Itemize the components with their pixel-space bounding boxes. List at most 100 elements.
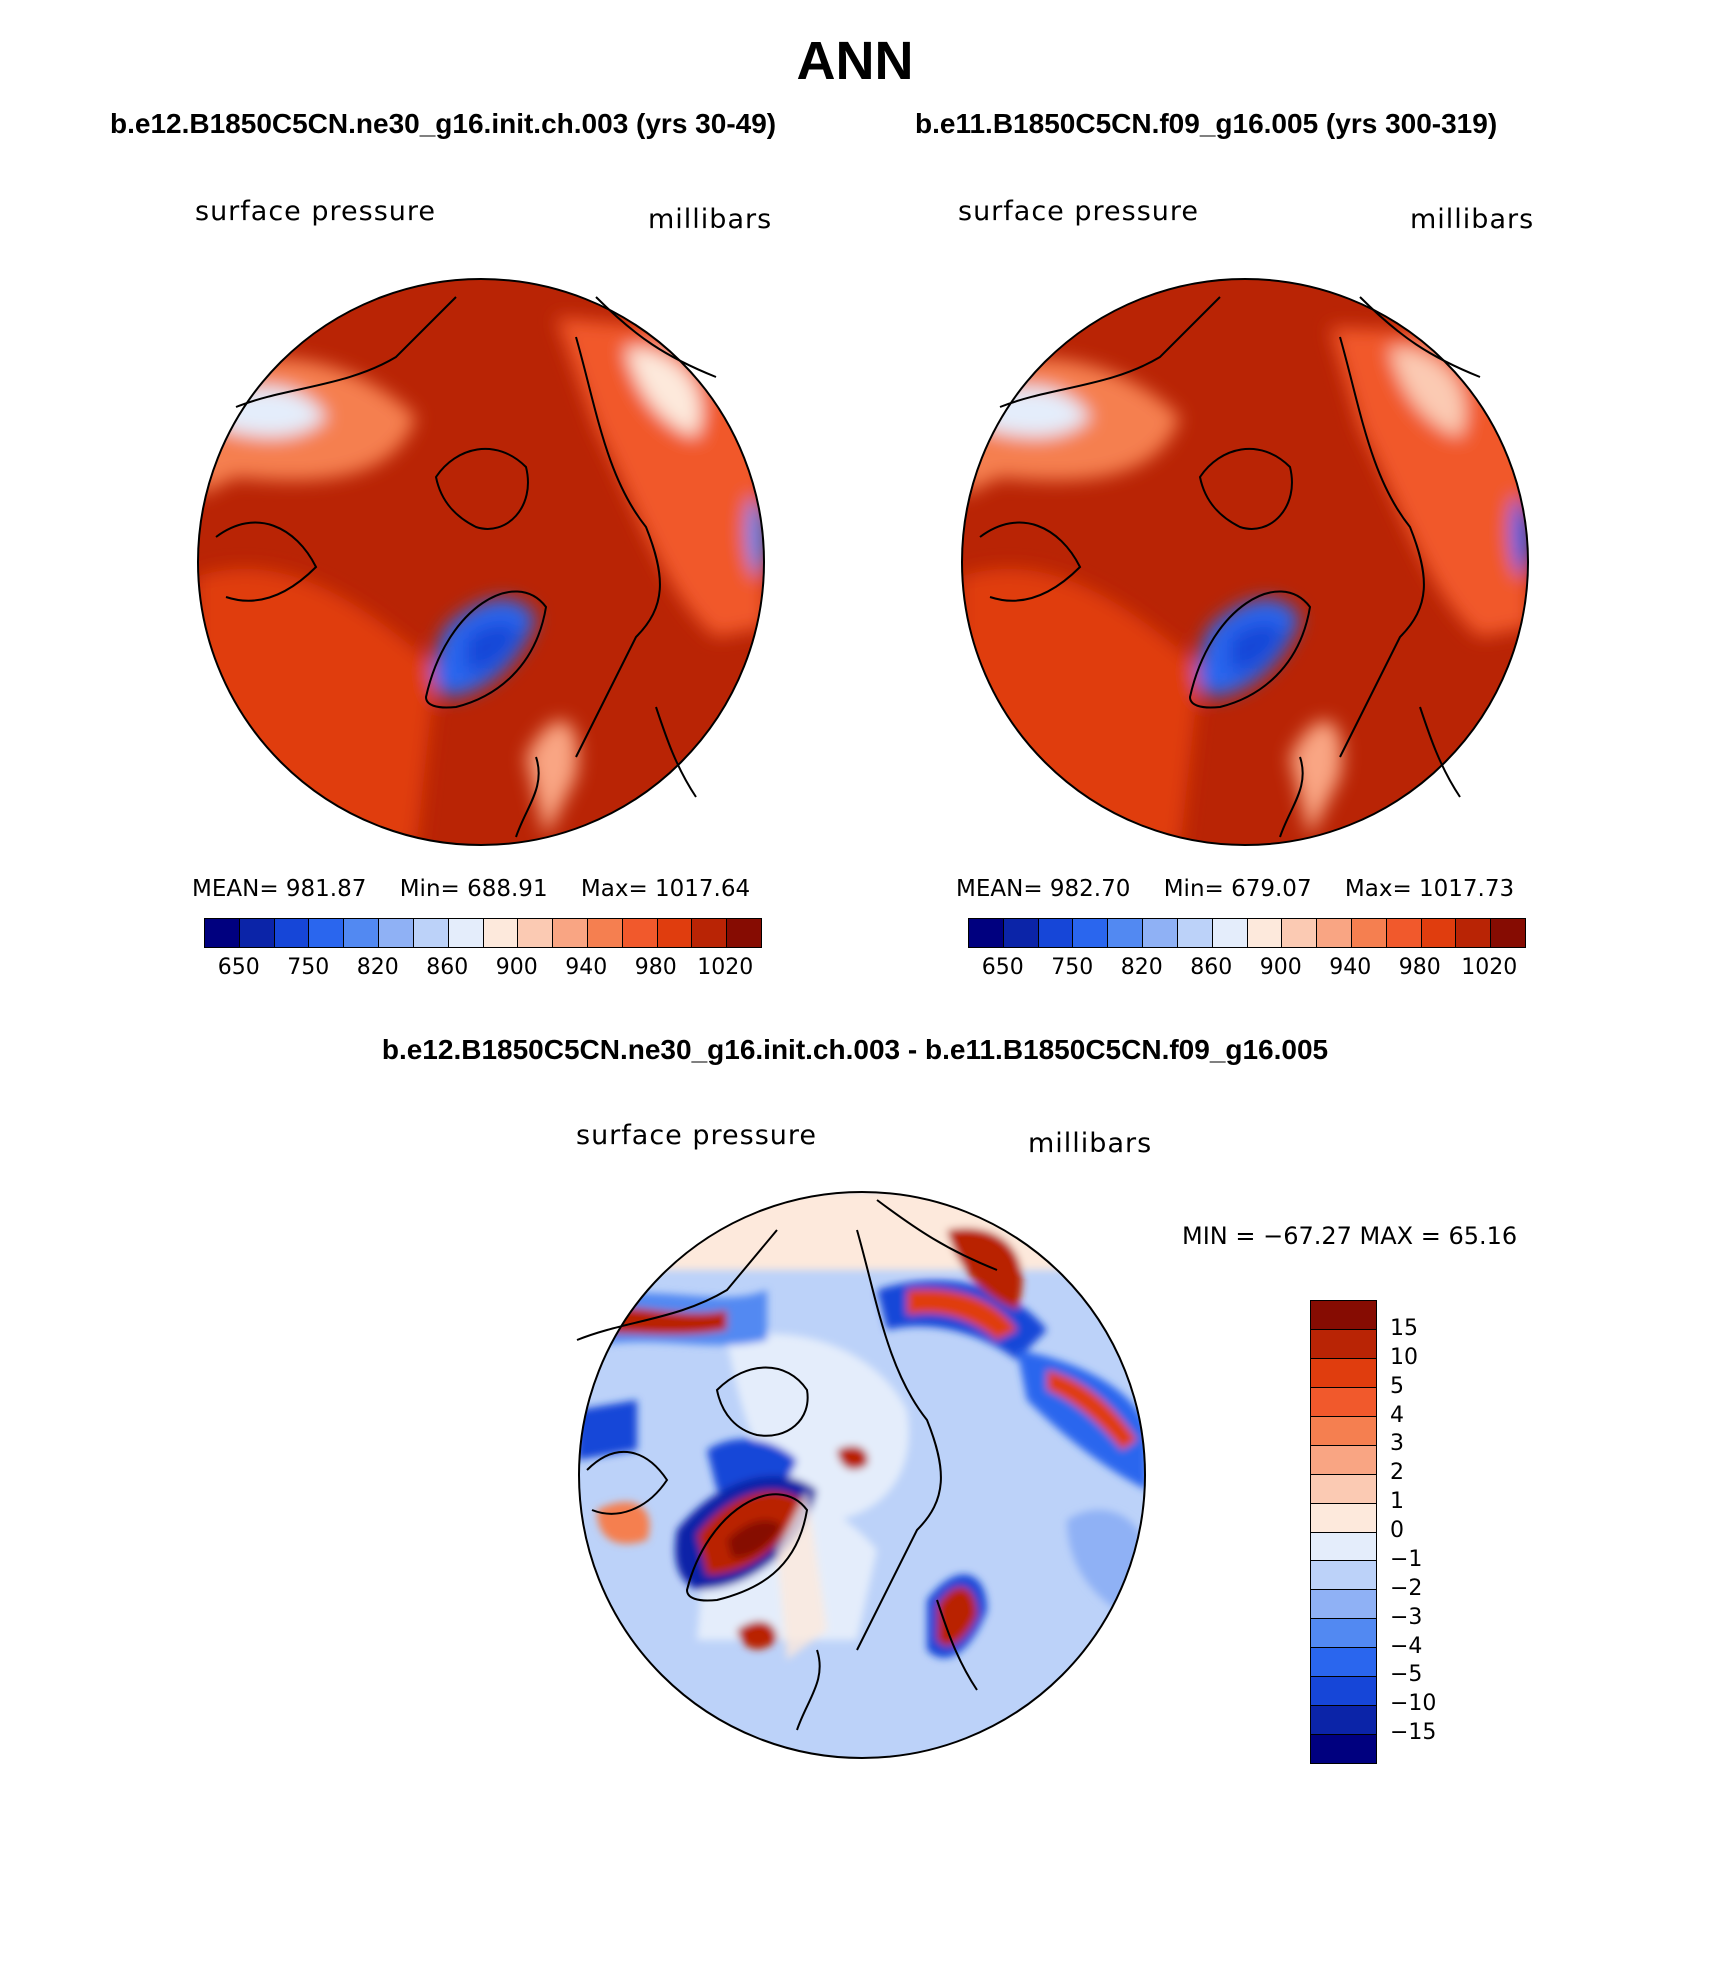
colorbar-swatch — [1311, 1619, 1376, 1649]
colorbar-swatch — [1311, 1590, 1376, 1620]
colorbar-swatch — [518, 919, 554, 947]
colorbar-swatch — [1311, 1706, 1376, 1736]
colorbar-tick-label: 3 — [1390, 1431, 1404, 1457]
difference-variable-label: surface pressure — [576, 1120, 817, 1151]
colorbar-swatch — [309, 919, 345, 947]
colorbar-tick-label: 10 — [1390, 1344, 1418, 1370]
colorbar-swatch — [1311, 1445, 1376, 1475]
colorbar-tick-label: 750 — [1051, 955, 1094, 980]
colorbar-tick-label: −2 — [1390, 1575, 1423, 1601]
colorbar-swatch — [587, 919, 623, 947]
panel1-variable-label: surface pressure — [195, 196, 436, 227]
colorbar-tick-label: 650 — [217, 955, 260, 980]
colorbar-tick-label: −1 — [1390, 1546, 1423, 1572]
figure-title: ANN — [796, 31, 914, 91]
panel1-colorbar — [204, 918, 762, 948]
panel1-stats: MEAN= 981.87 Min= 688.91 Max= 1017.64 — [192, 876, 776, 902]
colorbar-swatch — [1311, 1387, 1376, 1417]
colorbar-swatch — [1311, 1301, 1376, 1330]
colorbar-swatch — [553, 919, 588, 947]
colorbar-swatch — [483, 919, 519, 947]
colorbar-swatch — [1311, 1416, 1376, 1446]
colorbar-swatch — [1143, 919, 1178, 947]
colorbar-swatch — [1073, 919, 1109, 947]
difference-colorbar — [1310, 1300, 1377, 1764]
colorbar-tick-label: 860 — [1190, 955, 1233, 980]
colorbar-swatch — [727, 919, 761, 947]
colorbar-tick-label: 5 — [1390, 1373, 1404, 1399]
colorbar-swatch — [1311, 1358, 1376, 1388]
colorbar-swatch — [1456, 919, 1492, 947]
colorbar-tick-label: 15 — [1390, 1315, 1418, 1341]
colorbar-swatch — [1282, 919, 1318, 947]
panel2-stats: MEAN= 982.70 Min= 679.07 Max= 1017.73 — [956, 876, 1540, 902]
colorbar-swatch — [1311, 1561, 1376, 1591]
colorbar-swatch — [622, 919, 658, 947]
colorbar-tick-label: 900 — [1259, 955, 1302, 980]
colorbar-swatch — [1212, 919, 1248, 947]
colorbar-tick-label: 4 — [1390, 1402, 1404, 1428]
colorbar-tick-label: 0 — [1390, 1518, 1404, 1543]
colorbar-tick-label: 2 — [1390, 1460, 1404, 1486]
colorbar-swatch — [1351, 919, 1387, 947]
colorbar-tick-label: −10 — [1390, 1691, 1437, 1717]
colorbar-swatch — [1108, 919, 1144, 947]
colorbar-tick-label: −15 — [1390, 1720, 1437, 1746]
colorbar-tick-label: −4 — [1390, 1633, 1423, 1659]
panel1-min: Min= 688.91 — [399, 876, 548, 902]
colorbar-swatch — [1311, 1648, 1376, 1678]
colorbar-swatch — [1421, 919, 1457, 947]
panel1-case-title: b.e12.B1850C5CN.ne30_g16.init.ch.003 (yr… — [110, 108, 777, 139]
colorbar-swatch — [969, 919, 1004, 947]
colorbar-swatch — [1311, 1329, 1376, 1359]
difference-polar-map — [576, 1191, 1146, 1759]
colorbar-swatch — [1311, 1677, 1376, 1707]
colorbar-swatch — [657, 919, 693, 947]
colorbar-swatch — [1491, 919, 1525, 947]
colorbar-tick-label: 820 — [356, 955, 399, 980]
colorbar-tick-label: 940 — [565, 955, 608, 980]
colorbar-tick-label: −5 — [1390, 1662, 1423, 1688]
panel2-units-label: millibars — [1410, 204, 1535, 235]
panel1-mean: MEAN= 981.87 — [192, 876, 367, 902]
colorbar-tick-label: 820 — [1120, 955, 1163, 980]
colorbar-swatch — [1311, 1503, 1376, 1533]
colorbar-swatch — [205, 919, 240, 947]
colorbar-swatch — [274, 919, 310, 947]
colorbar-swatch — [1247, 919, 1283, 947]
colorbar-swatch — [1311, 1474, 1376, 1504]
colorbar-swatch — [448, 919, 484, 947]
panel1-units-label: millibars — [648, 204, 773, 235]
colorbar-swatch — [1311, 1532, 1376, 1562]
colorbar-swatch — [1003, 919, 1039, 947]
panel2-polar-map — [961, 278, 1529, 846]
colorbar-swatch — [692, 919, 728, 947]
colorbar-swatch — [239, 919, 275, 947]
difference-units-label: millibars — [1028, 1128, 1153, 1159]
colorbar-swatch — [1311, 1735, 1376, 1763]
colorbar-swatch — [379, 919, 414, 947]
panel1-polar-map — [197, 278, 765, 846]
colorbar-tick-label: 980 — [1398, 955, 1441, 980]
panel2-mean: MEAN= 982.70 — [956, 876, 1131, 902]
colorbar-swatch — [1386, 919, 1422, 947]
colorbar-tick-label: 860 — [426, 955, 469, 980]
colorbar-swatch — [1317, 919, 1352, 947]
colorbar-tick-label: 650 — [981, 955, 1024, 980]
colorbar-tick-label: 1020 — [1461, 955, 1518, 980]
colorbar-swatch — [344, 919, 380, 947]
panel2-colorbar — [968, 918, 1526, 948]
panel2-case-title: b.e11.B1850C5CN.f09_g16.005 (yrs 300-319… — [915, 108, 1498, 139]
colorbar-swatch — [1177, 919, 1213, 947]
panel2-variable-label: surface pressure — [958, 196, 1199, 227]
colorbar-tick-label: 900 — [495, 955, 538, 980]
colorbar-swatch — [1038, 919, 1074, 947]
colorbar-tick-label: −3 — [1390, 1604, 1423, 1630]
colorbar-tick-label: 1 — [1390, 1489, 1404, 1515]
difference-title: b.e12.B1850C5CN.ne30_g16.init.ch.003 - b… — [381, 1034, 1329, 1065]
colorbar-tick-label: 750 — [287, 955, 330, 980]
difference-minmax: MIN = −67.27 MAX = 65.16 — [1182, 1222, 1518, 1250]
colorbar-tick-label: 1020 — [697, 955, 754, 980]
panel2-min: Min= 679.07 — [1163, 876, 1312, 902]
panel1-max: Max= 1017.64 — [580, 876, 751, 902]
